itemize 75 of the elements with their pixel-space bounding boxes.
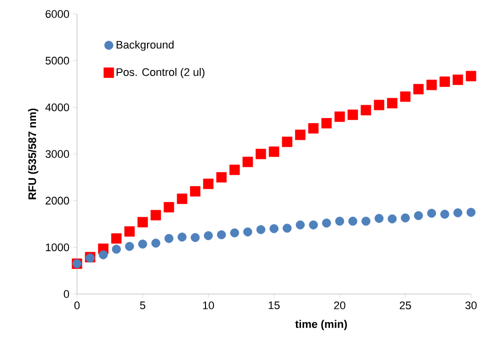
point <box>164 234 174 243</box>
point <box>374 100 384 110</box>
point <box>453 208 462 218</box>
point <box>308 220 318 230</box>
y-tick-label: 3000 <box>46 150 70 158</box>
point <box>413 84 424 94</box>
point <box>296 220 305 230</box>
point <box>360 104 372 116</box>
point <box>138 240 148 249</box>
point <box>256 148 266 160</box>
point <box>125 242 134 251</box>
point <box>256 225 266 234</box>
point <box>426 80 437 90</box>
point <box>176 194 188 204</box>
point <box>414 211 423 220</box>
point <box>348 216 358 226</box>
legend-label: Background <box>116 40 174 51</box>
point <box>321 118 332 128</box>
point <box>151 238 160 248</box>
point <box>124 226 135 237</box>
point <box>361 216 370 226</box>
point <box>282 224 292 233</box>
point <box>268 146 280 157</box>
point <box>335 216 344 226</box>
point <box>242 156 253 168</box>
point <box>440 76 450 87</box>
point <box>190 186 200 197</box>
point <box>230 228 240 238</box>
point <box>270 224 278 234</box>
x-tick-label: 15 <box>268 302 280 310</box>
y-tick-label: 2000 <box>46 196 70 205</box>
point <box>466 208 476 217</box>
y-axis-title: RFU (535/587 nm) <box>28 108 38 200</box>
point <box>388 214 397 224</box>
point <box>111 233 122 244</box>
point <box>427 208 436 218</box>
legend-label: Pos. Control (2 ul) <box>116 68 204 78</box>
x-tick-label: 25 <box>400 302 411 310</box>
y-tick-label: 4000 <box>45 103 70 112</box>
x-axis-title: time (min) <box>295 320 347 330</box>
y-tick-label: 5000 <box>46 56 70 65</box>
point <box>178 232 187 242</box>
point <box>440 210 450 219</box>
point <box>387 98 398 108</box>
point <box>203 178 214 190</box>
point <box>243 227 252 236</box>
point <box>452 74 464 85</box>
y-tick-label: 1000 <box>46 243 70 252</box>
point <box>164 202 174 212</box>
point <box>400 213 410 222</box>
x-tick-label: 30 <box>465 302 477 310</box>
y-tick-label: 0 <box>64 290 70 298</box>
point <box>334 111 345 122</box>
x-tick-label: 5 <box>140 302 146 310</box>
point <box>112 244 121 254</box>
x-tick-label: 20 <box>334 302 346 310</box>
point <box>204 231 213 240</box>
point <box>190 233 200 242</box>
point <box>229 164 240 176</box>
point <box>322 218 332 228</box>
point <box>295 130 306 140</box>
point <box>282 136 292 148</box>
y-tick-label: 6000 <box>46 10 70 18</box>
point <box>98 250 108 260</box>
point <box>137 216 148 228</box>
point <box>400 91 411 102</box>
point <box>216 230 226 240</box>
point <box>308 123 319 134</box>
point <box>216 172 227 183</box>
point <box>348 110 358 120</box>
point <box>150 210 161 220</box>
x-tick-label: 10 <box>203 302 214 310</box>
point <box>374 214 384 223</box>
x-tick-label: 0 <box>74 302 80 310</box>
point <box>466 70 476 82</box>
